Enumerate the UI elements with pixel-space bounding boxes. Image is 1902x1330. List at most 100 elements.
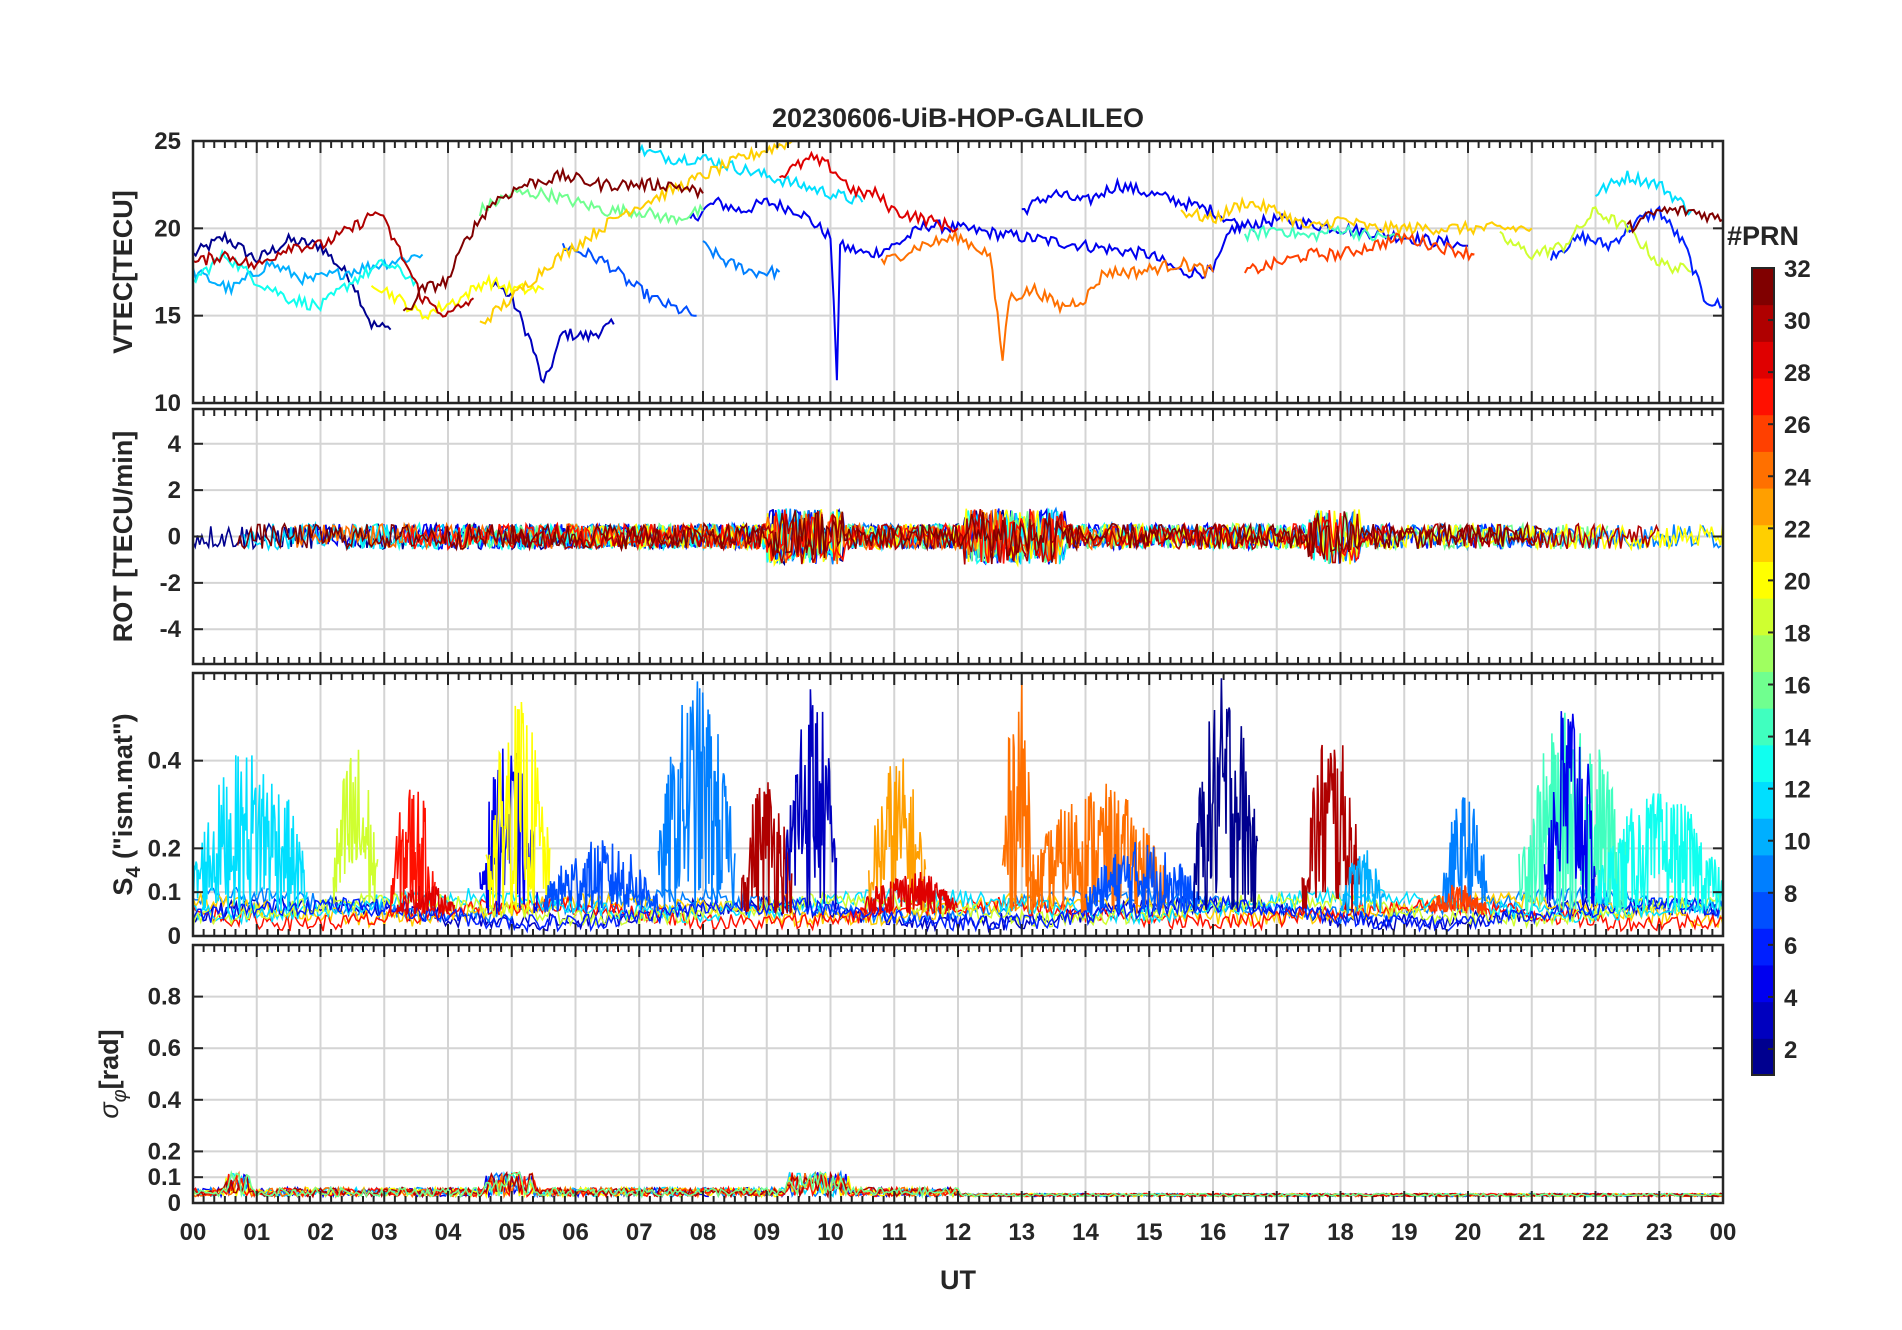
s4-burst-prn-15 [1518,712,1628,914]
x-tick-label: 00 [1710,1219,1737,1246]
chart-title: 20230606-UiB-HOP-GALILEO [772,103,1144,133]
vtec-line-prn-4 [689,196,1468,381]
vtec-line-prn-30 [193,211,475,318]
x-minor-ticks-vtec [192,141,1724,403]
vtec-line-prn-16 [478,186,704,226]
y-tick-label: 0.2 [148,1138,181,1165]
x-tick-label: 07 [626,1219,653,1246]
x-tick-label: 02 [307,1219,334,1246]
y-tick-label: -2 [160,570,181,597]
vtec-line-prn-3 [491,280,615,384]
rot-line-prn-20 [568,508,1723,568]
vtec-line-prn-20 [370,273,545,321]
y-tick-label: 0 [168,524,181,551]
colorbar-segment [1752,304,1774,342]
y-axis-label-sigma: σφ[rad] [94,1029,131,1118]
colorbar-segment [1752,414,1774,452]
vtec-line-prn-31 [402,166,704,312]
y-tick-label: 0.4 [148,1087,182,1114]
colorbar-segment [1752,561,1774,599]
s4-burst-prn-23 [868,758,927,914]
grid-sigma [193,945,1723,1204]
s4-burst-prn-29 [396,885,456,917]
panel-rot: -4 -2 0 2 4 ROT [TECU/min] [108,407,1725,666]
colorbar-frame [1751,267,1775,1076]
colorbar-segment [1752,1038,1774,1076]
colorbar-segment [1752,598,1774,636]
vtec-line-prn-2 [193,230,392,331]
colorbar-tick-label: 30 [1784,308,1811,335]
y-tick-label: 20 [154,215,181,242]
s4-burst-prn-2 [1193,678,1259,912]
panel-s4: 0 0.1 0.2 0.4S4 ("ism.mat") [108,671,1725,950]
y-axis-label-vtec: VTEC[TECU] [108,190,138,354]
y-tick-label: 0.1 [148,879,181,906]
s4-burst-prn-29 [861,871,958,917]
vtec-line-prn-22 [1180,196,1533,238]
colorbar-segment [1752,854,1774,893]
y-tick-label: 0.1 [148,1164,181,1191]
vtec-line-prn-8 [561,242,697,317]
x-tick-label: 05 [498,1219,525,1246]
colorbar-segment [1752,268,1774,306]
y-tick-label: 25 [154,128,181,155]
y-tick-label: 0.2 [148,835,181,862]
colorbar-tick-label: 28 [1784,360,1811,387]
colorbar-segment [1752,488,1774,526]
s4-burst-prn-9 [1441,797,1488,914]
x-tick-label: 08 [690,1219,717,1246]
series-vtec [193,141,1723,384]
x-tick-label: 11 [882,1219,907,1246]
x-tick-labels: 00 01 02 03 04 05 06 07 08 09 10 11 12 13 14 15 16 17 18 19… [180,1219,1737,1246]
x-tick-label: 04 [435,1219,462,1246]
vtec-line-prn-18 [1499,206,1692,275]
s4-burst-prn-7 [543,840,660,914]
x-tick-label: 18 [1327,1219,1354,1246]
vtec-line-prn-24 [880,228,1214,361]
colorbar-segment [1752,928,1774,966]
vtec-line-prn-21 [479,141,793,325]
y-tick-label: 2 [168,477,181,504]
s4-burst-prn-20 [485,701,551,914]
s4-burst-prn-26 [1429,884,1488,916]
colorbar-tick-label: 22 [1784,516,1811,543]
x-tick-label: 23 [1646,1219,1673,1246]
colorbar-segment [1752,341,1774,379]
y-tick-label: -4 [160,616,182,643]
vtec-line-prn-9 [702,240,781,282]
y-tick-label: 10 [154,390,181,417]
colorbar-tick-label: 10 [1784,829,1811,856]
colorbar-segment [1752,1001,1774,1039]
colorbar-tick-label: 16 [1784,673,1811,700]
s4-burst-prn-30 [1301,744,1360,913]
colorbar-tick-label: 32 [1784,256,1811,283]
colorbar-segment [1752,964,1774,1003]
vtec-line-prn-26 [1244,232,1475,275]
y-axis-label-rot: ROT [TECU/min] [108,431,138,642]
colorbar-segment [1752,378,1774,416]
colorbar-tick-label: 2 [1784,1037,1797,1064]
vtec-line-prn-31 [1626,205,1723,234]
s4-burst-prn-13 [1594,793,1723,914]
panel-sigma: 00.10.2 0.4 0.6 0.8 σφ[rad] [94,943,1725,1217]
x-tick-label: 00 [180,1219,207,1246]
s4-burst-prn-11 [193,755,308,914]
y-tick-label: 0.6 [148,1035,181,1062]
colorbar-segment [1752,891,1774,929]
s4-burst-prn-19 [332,749,379,904]
x-tick-label: 13 [1008,1219,1035,1246]
vtec-line-prn-10 [193,253,424,297]
y-tick-label: 15 [154,303,181,330]
grid-vtec [193,140,1723,404]
colorbar-tick-label: 12 [1784,777,1811,804]
x-tick-label: 01 [243,1219,270,1246]
colorbar-tick-label: 26 [1784,412,1811,439]
colorbar-segment [1752,781,1774,819]
vtec-line-prn-29 [779,150,959,233]
y-axis-label-s4: S4 ("ism.mat") [108,713,145,895]
colorbar-tick-label: 4 [1784,985,1798,1012]
y-tick-label: 0.4 [148,748,182,775]
s4-burst-prn-3 [785,689,838,910]
